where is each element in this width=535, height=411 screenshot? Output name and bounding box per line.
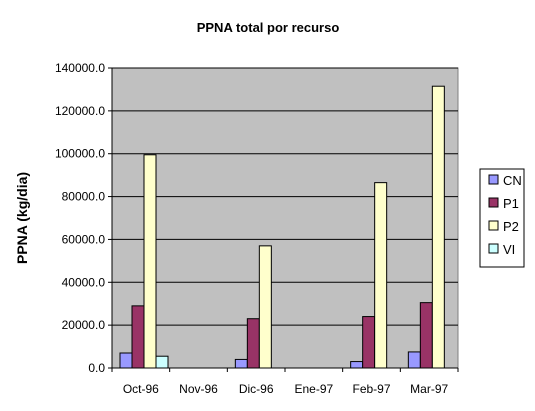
- x-tick-label: Dic-96: [239, 382, 274, 396]
- y-tick-label: 40000.0: [62, 275, 106, 289]
- bar-p2: [374, 182, 388, 369]
- x-tick-label: Feb-97: [352, 382, 390, 396]
- bar-p1: [246, 318, 260, 369]
- y-tick-label: 100000.0: [55, 147, 105, 161]
- bar-p2: [431, 85, 445, 369]
- bar-cn: [119, 352, 133, 369]
- bar-p1: [419, 302, 433, 369]
- x-tick-label: Ene-97: [294, 382, 333, 396]
- gridlines: [112, 67, 458, 326]
- plot-area: [111, 67, 459, 369]
- x-tick-labels: Oct-96 Nov-96 Dic-96 Ene-97 Feb-97 Mar-97: [111, 368, 459, 396]
- bar-p1: [362, 316, 376, 369]
- y-tick-label: 80000.0: [62, 190, 106, 204]
- x-tick-label: Nov-96: [179, 382, 218, 396]
- legend-label-p1: P1: [503, 196, 519, 211]
- x-tick-label: Mar-97: [410, 382, 448, 396]
- y-tick-label: 140000.0: [55, 61, 105, 75]
- legend-label-p2: P2: [503, 219, 519, 234]
- x-tick-label: Oct-96: [123, 382, 159, 396]
- legend-swatch-p1: [488, 197, 499, 208]
- bars: [119, 85, 445, 369]
- y-tick-label: 20000.0: [62, 318, 106, 332]
- y-tick-labels: 0.0 20000.0 40000.0 60000.0 80000.0 100000.0 1…: [55, 61, 112, 375]
- bar-p1: [131, 305, 145, 369]
- bar-cn: [234, 358, 248, 369]
- legend-swatch-p2: [488, 220, 499, 231]
- chart-title: PPNA total por recurso: [197, 20, 340, 35]
- bar-p2: [143, 154, 157, 369]
- y-tick-label: 120000.0: [55, 104, 105, 118]
- y-axis-label: PPNA (kg/dia): [14, 172, 30, 264]
- bar-p2: [258, 245, 272, 369]
- bar-vi: [155, 355, 169, 369]
- y-tick-label: 0.0: [88, 361, 105, 375]
- legend-label-cn: CN: [503, 173, 522, 188]
- bar-cn: [407, 351, 421, 369]
- legend-swatch-cn: [488, 174, 499, 185]
- legend-swatch-vi: [488, 243, 499, 254]
- legend-box: [479, 168, 525, 268]
- bar-cn: [350, 361, 364, 369]
- legend-label-vi: VI: [503, 242, 515, 257]
- y-tick-label: 60000.0: [62, 232, 106, 246]
- legend: CN P1 P2 VI: [479, 168, 525, 268]
